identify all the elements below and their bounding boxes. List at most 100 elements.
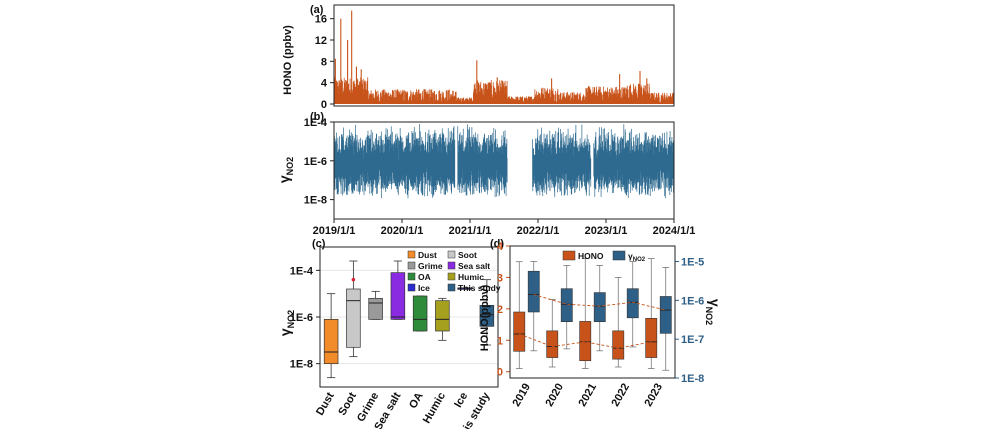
legend-swatch bbox=[407, 272, 416, 281]
box-oa bbox=[412, 295, 428, 332]
panel-a: (a) HONO (ppbv) 0 4 8 12 16 bbox=[282, 4, 675, 111]
panel-a-ytick-label: 12 bbox=[315, 35, 327, 47]
panel-a-ylabel: HONO (ppbv) bbox=[282, 25, 294, 95]
box-grime bbox=[368, 297, 383, 320]
panel-d-left-ytick-label: 3 bbox=[497, 272, 503, 284]
panel-c-ylabel-sub: NO2 bbox=[286, 310, 296, 329]
panel-c-xtick-label: Soot bbox=[336, 390, 359, 417]
panel-c-xtick-label: Humic bbox=[421, 391, 448, 426]
panel-c-ylabel-gamma: γ bbox=[277, 328, 293, 336]
legend-swatch bbox=[562, 250, 576, 261]
panel-a-frame bbox=[333, 4, 675, 107]
box-humic bbox=[435, 300, 450, 332]
gamma-box bbox=[593, 292, 606, 323]
panel-d-right-ylabel-gamma: γ bbox=[707, 299, 723, 307]
legend-label-sub: NO2 bbox=[633, 257, 646, 263]
panel-a-ytick-label: 0 bbox=[321, 99, 327, 111]
panel-b-ylabel-sub: NO2 bbox=[285, 157, 295, 176]
legend-label: HONO bbox=[578, 251, 604, 261]
panel-d-left-ylabel: HONO(ppbv) bbox=[479, 284, 491, 351]
panel-d-xtick-label: 2019 bbox=[510, 382, 533, 409]
hono-box bbox=[579, 321, 592, 362]
panel-d-left-ytick-label: 4 bbox=[497, 241, 504, 253]
hono-series bbox=[333, 10, 675, 104]
panel-d-right-ytick-label: 1E-5 bbox=[681, 257, 704, 269]
panel-c-ytick-label: 1E-4 bbox=[290, 265, 314, 277]
panel-b: (b) γNO2 1E-4 1E-6 1E-8 2019/1/1 2020/1/1 202… bbox=[276, 111, 695, 237]
panel-d-xtick-label: 2022 bbox=[609, 382, 632, 409]
legend-label: Dust bbox=[418, 250, 437, 260]
panel-d-label: (d) bbox=[490, 238, 504, 250]
panel-c-ytick-label: 1E-6 bbox=[290, 312, 313, 324]
box-outlier bbox=[351, 277, 356, 282]
legend-label: OA bbox=[418, 272, 431, 282]
box-dust bbox=[323, 318, 339, 365]
panel-c-ylabel: γNO2 bbox=[277, 310, 296, 336]
legend-label: Ice bbox=[418, 283, 430, 293]
gamma-series-bars bbox=[333, 123, 675, 199]
panel-c-label: (c) bbox=[312, 238, 326, 250]
legend-label: This study bbox=[458, 283, 501, 293]
panel-d-right-ytick-label: 1E-8 bbox=[681, 373, 704, 385]
panel-d-left-ytick-label: 0 bbox=[497, 367, 503, 379]
hono-box bbox=[645, 317, 658, 358]
legend-swatch bbox=[447, 283, 456, 292]
panel-a-ytick-label: 16 bbox=[315, 14, 327, 26]
panel-a-label: (a) bbox=[310, 4, 324, 16]
gamma-box bbox=[659, 296, 672, 334]
panel-c-ytick-label: 1E-8 bbox=[290, 359, 313, 371]
hono-box bbox=[612, 330, 625, 360]
panel-d-right-ylabel-sub: NO2 bbox=[704, 307, 714, 326]
panel-b-xtick-label: 2024/1/1 bbox=[653, 225, 696, 237]
panel-c-xtick-label: OA bbox=[407, 390, 426, 410]
panel-d-xtick-label: 2021 bbox=[576, 382, 599, 409]
box-sea-salt bbox=[390, 272, 406, 320]
panel-d-right-ytick-label: 1E-7 bbox=[681, 334, 704, 346]
panel-d-xtick-label: 2023 bbox=[642, 382, 665, 409]
box-this-study bbox=[479, 304, 495, 327]
panel-d: (d) HONO(ppbv) γNO2 012341E-51E-61E-71E-… bbox=[479, 238, 723, 409]
panel-b-ytick-label: 1E-4 bbox=[304, 117, 328, 129]
panel-b-xtick-label: 2020/1/1 bbox=[381, 225, 424, 237]
panel-c-xtick-label: Ice bbox=[452, 391, 470, 410]
panel-b-ylabel-gamma: γ bbox=[276, 175, 292, 183]
hono-series-bars bbox=[333, 77, 675, 104]
panel-b-ytick-label: 1E-6 bbox=[304, 156, 327, 168]
gamma-box bbox=[527, 270, 540, 313]
panel-b-ylabel: γNO2 bbox=[276, 157, 295, 183]
legend-label: Sea salt bbox=[458, 261, 490, 271]
panel-a-ytick-label: 8 bbox=[321, 56, 327, 68]
panel-d-right-ylabel: γNO2 bbox=[704, 299, 723, 325]
panel-d-frame bbox=[509, 245, 676, 379]
panel-d-left-ytick-label: 2 bbox=[497, 304, 503, 316]
panel-d-xtick-label: 2020 bbox=[543, 382, 566, 409]
panel-b-label: (b) bbox=[310, 111, 324, 123]
panel-b-xtick-label: 2023/1/1 bbox=[585, 225, 628, 237]
hono-box bbox=[513, 311, 526, 352]
gamma-box bbox=[626, 288, 639, 319]
panel-d-legend: HONO γNO2 bbox=[562, 250, 646, 263]
legend-swatch bbox=[407, 261, 416, 270]
panel-b-xtick-label: 2019/1/1 bbox=[313, 225, 356, 237]
gamma-series bbox=[333, 123, 675, 199]
panel-c-frame bbox=[319, 246, 499, 388]
legend-label: Soot bbox=[458, 250, 477, 260]
legend-label: Humic bbox=[458, 272, 484, 282]
panel-d-right-ytick-label: 1E-6 bbox=[681, 295, 704, 307]
box-soot bbox=[346, 288, 361, 348]
legend-swatch bbox=[447, 272, 456, 281]
legend-swatch bbox=[447, 250, 456, 259]
panel-a-ytick-label: 4 bbox=[321, 78, 328, 90]
gamma-box bbox=[560, 288, 573, 323]
legend-swatch bbox=[407, 250, 416, 259]
panel-b-xtick-label: 2022/1/1 bbox=[517, 225, 560, 237]
legend-label: Grime bbox=[418, 261, 443, 271]
panel-d-left-ytick-label: 1 bbox=[497, 335, 503, 347]
panel-c: (c) γNO2 1E-4 1E-6 1E-8 Dust Soot Grime Sea sa… bbox=[277, 238, 501, 429]
legend-swatch bbox=[447, 261, 456, 270]
hono-box bbox=[546, 330, 559, 358]
gamma-median-trend bbox=[533, 294, 666, 311]
panel-b-frame bbox=[333, 121, 675, 220]
